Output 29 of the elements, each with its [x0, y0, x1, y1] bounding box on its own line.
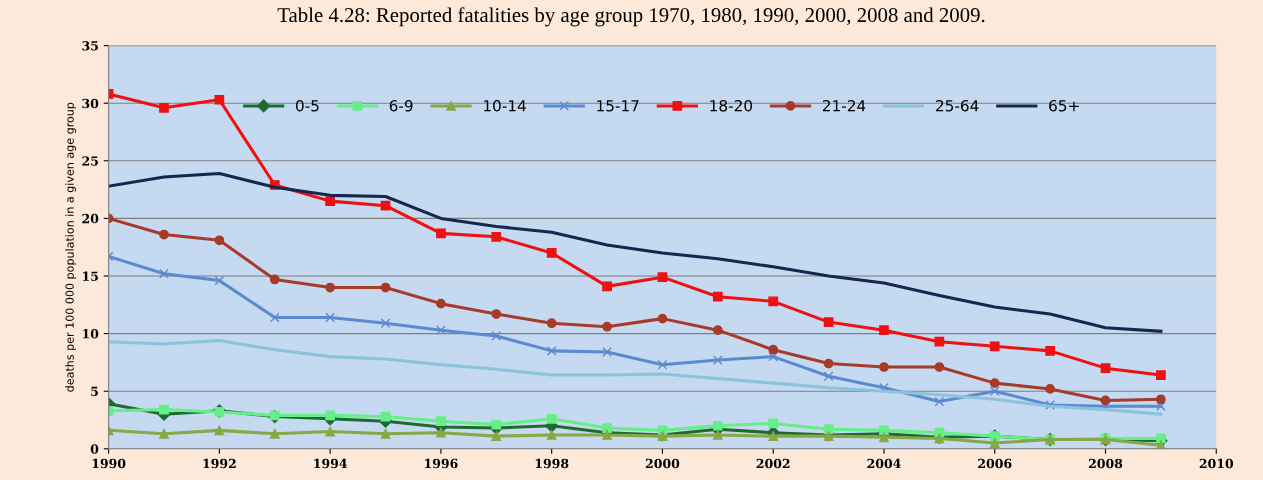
x-tick-label: 1998	[535, 458, 569, 469]
legend-label: 18-20	[710, 99, 753, 112]
x-tick-label: 2004	[867, 458, 901, 469]
x-tick-label: 1990	[92, 458, 126, 469]
y-tick-label: 30	[82, 98, 99, 109]
legend-label: 25-64	[936, 99, 979, 112]
x-tick-label: 2006	[978, 458, 1012, 469]
legend-label: 10-14	[484, 99, 526, 112]
legend-label: 6-9	[389, 99, 413, 112]
legend-label: 21-24	[822, 99, 866, 112]
y-tick-label: 10	[83, 329, 99, 339]
legend-label: 65+	[1049, 99, 1079, 112]
y-tick-label: 15	[83, 271, 98, 281]
x-tick-label: 1994	[314, 458, 348, 469]
y-tick-label: 20	[82, 213, 99, 224]
legend-label: 15-17	[597, 100, 639, 112]
y-tick-label: 25	[82, 156, 98, 166]
chart-title: Table 4.28: Reported fatalities by age group 1970, 1980, 1990, 2000, 2008 and 2009.	[277, 7, 985, 27]
y-tick-label: 5	[91, 386, 98, 397]
x-tick-label: 2008	[1088, 458, 1123, 469]
x-tick-label: 1996	[425, 458, 458, 469]
y-axis-title: deaths per 100 000 population in a given age group	[65, 102, 76, 392]
x-tick-label: 1992	[203, 458, 236, 469]
x-tick-label: 2002	[756, 458, 790, 469]
y-tick-label: 0	[90, 444, 99, 454]
x-tick-label: 2010	[1199, 458, 1234, 469]
y-tick-label: 35	[82, 41, 98, 51]
legend-label: 0-5	[295, 99, 319, 112]
x-tick-label: 2000	[645, 458, 680, 469]
